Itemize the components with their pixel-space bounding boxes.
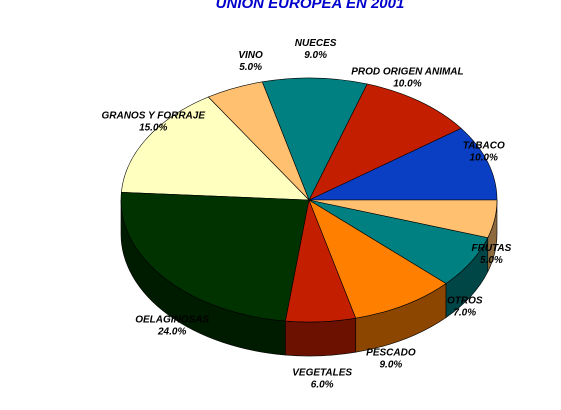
slice-label: NUECES <box>295 38 337 49</box>
slice <box>308 199 498 239</box>
slice-value-label: 9.0% <box>380 359 403 370</box>
slice-value-label: 10.0% <box>393 78 421 89</box>
slice-label: PROD ORIGEN ANIMAL <box>351 66 463 77</box>
slice-value-label: 5.0% <box>239 62 262 73</box>
slice-label: OELAGINOSAS <box>135 314 209 325</box>
slice-value-label: 10.0% <box>470 152 498 163</box>
slice-value-label: 6.0% <box>311 380 334 391</box>
slice <box>308 127 498 201</box>
slice-side <box>285 317 357 357</box>
slice-label: FRUTAS <box>472 243 512 254</box>
slice-value-label: 5.0% <box>480 255 503 266</box>
slice <box>308 199 447 319</box>
slice-value-label: 24.0% <box>157 326 186 337</box>
slice-value-label: 15.0% <box>139 123 167 134</box>
chart-title: UNION EUROPEA EN 2001 <box>216 0 405 12</box>
slice <box>261 77 368 201</box>
slice-label: PESCADO <box>366 347 416 358</box>
slice <box>120 192 310 322</box>
slice <box>121 96 310 201</box>
slice-value-label: 9.0% <box>304 50 327 61</box>
slice-value-label: 7.0% <box>453 307 476 318</box>
slice <box>308 83 462 201</box>
slice-label: GRANOS Y FORRAJE <box>101 111 205 122</box>
slice-label: VINO <box>238 50 263 61</box>
slice-label: TABACO <box>463 140 505 151</box>
slice-label: VEGETALES <box>292 368 352 379</box>
slice-label: OTROS <box>447 295 483 306</box>
